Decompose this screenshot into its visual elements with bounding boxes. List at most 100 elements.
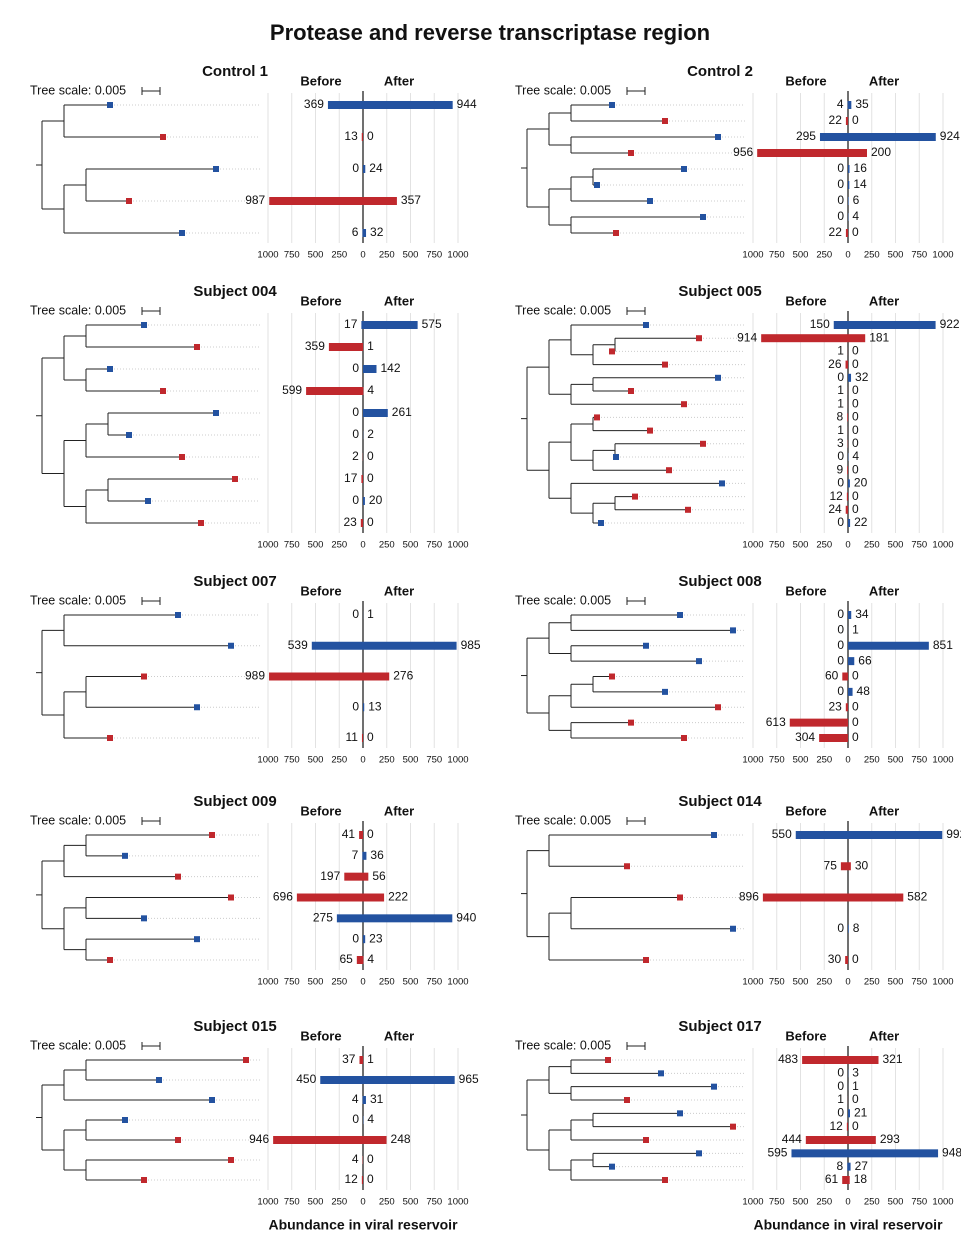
x-tick-label: 500: [888, 755, 904, 766]
x-tick-label: 1000: [742, 1197, 763, 1208]
series-header: Before: [300, 803, 341, 818]
x-tick-label: 250: [331, 977, 347, 988]
bar-before: [845, 703, 848, 712]
leaf: [605, 1057, 611, 1063]
value-label: 0: [352, 1112, 359, 1126]
tree-branch: [526, 850, 549, 938]
value-label: 31: [370, 1092, 384, 1106]
tree-branch: [570, 482, 722, 514]
leaf: [624, 863, 630, 870]
leaf: [198, 520, 204, 526]
bar-after: [848, 641, 929, 650]
leaf: [677, 1110, 683, 1117]
tree-branch: [592, 1152, 699, 1168]
value-label: 914: [737, 330, 757, 344]
x-tick-label: 750: [769, 755, 785, 766]
bar-after: [363, 641, 457, 650]
tree-branch: [548, 339, 571, 395]
x-tick-label: 750: [769, 540, 785, 551]
tree-branch: [592, 168, 684, 186]
tree-branch: [85, 897, 231, 919]
tree-branch: [570, 383, 684, 405]
x-tick-label: 1000: [257, 977, 278, 988]
tree-branch: [41, 860, 64, 930]
leaf: [609, 1163, 615, 1170]
value-label: 924: [940, 129, 960, 143]
tree-branch: [85, 676, 197, 708]
x-tick-label: 1000: [257, 540, 278, 551]
panel-title: Subject 004: [193, 283, 277, 300]
series-header: Before: [785, 293, 826, 308]
x-tick-label: 1000: [447, 755, 468, 766]
value-label: 444: [782, 1132, 802, 1146]
scale-bar: [141, 307, 161, 315]
value-label: 0: [837, 449, 844, 463]
leaf: [107, 735, 113, 741]
leaf: [711, 1083, 717, 1090]
bar-after: [848, 479, 850, 488]
value-label: 56: [372, 869, 386, 883]
value-label: 0: [852, 383, 859, 397]
series-header: Before: [785, 1028, 826, 1043]
leaf: [175, 873, 181, 880]
value-label: 27: [855, 1159, 869, 1173]
x-tick-label: 250: [864, 1197, 880, 1208]
bar-before: [336, 914, 363, 923]
series-header: After: [384, 293, 414, 308]
value-label: 24: [828, 502, 842, 516]
value-label: 23: [369, 931, 383, 945]
scale-bar: [141, 817, 161, 825]
value-label: 0: [852, 357, 859, 371]
value-label: 35: [855, 97, 869, 111]
bar-after: [363, 914, 453, 923]
value-label: 181: [869, 330, 889, 344]
leaf: [681, 401, 687, 408]
bar-after: [848, 687, 853, 696]
leaf: [122, 852, 128, 859]
bar-before: [791, 1149, 848, 1158]
value-label: 0: [852, 462, 859, 476]
tree-branch: [592, 416, 650, 432]
bar-before: [789, 718, 848, 727]
bar-before: [361, 321, 363, 329]
value-label: 4: [367, 952, 374, 966]
leaf: [658, 1070, 664, 1077]
leaf: [613, 454, 619, 460]
bar-before: [361, 1176, 363, 1184]
bar-after: [848, 1176, 850, 1184]
leaf: [609, 673, 615, 680]
leaf: [107, 366, 113, 372]
value-label: 17: [344, 471, 358, 485]
x-tick-label: 750: [911, 755, 927, 766]
leaf: [160, 388, 166, 394]
x-tick-label: 500: [308, 755, 324, 766]
leaf: [598, 520, 604, 526]
value-label: 987: [245, 193, 265, 207]
x-tick-label: 1000: [447, 977, 468, 988]
value-label: 21: [854, 1106, 868, 1120]
bar-before: [842, 1176, 848, 1184]
tree-branch: [548, 912, 646, 961]
leaf: [662, 1177, 668, 1183]
tree-scale: Tree scale: 0.005: [515, 303, 611, 317]
leaf: [213, 166, 219, 172]
tree-branch: [548, 834, 714, 867]
bar-before: [361, 133, 363, 141]
value-label: 24: [369, 161, 383, 175]
bar-before: [840, 862, 848, 871]
value-label: 16: [854, 161, 868, 175]
tree-branch: [41, 629, 64, 716]
x-tick-label: 500: [403, 977, 419, 988]
leaf: [696, 335, 702, 342]
x-tick-label: 250: [331, 755, 347, 766]
bar-before: [847, 413, 848, 422]
value-label: 0: [852, 1119, 859, 1133]
x-tick-label: 500: [888, 1197, 904, 1208]
x-tick-label: 750: [426, 540, 442, 551]
value-label: 150: [810, 317, 830, 331]
scale-bar: [626, 307, 646, 315]
leaf: [730, 627, 736, 634]
tree-branch: [63, 844, 178, 878]
x-tick-label: 1000: [932, 540, 953, 551]
value-label: 0: [852, 436, 859, 450]
